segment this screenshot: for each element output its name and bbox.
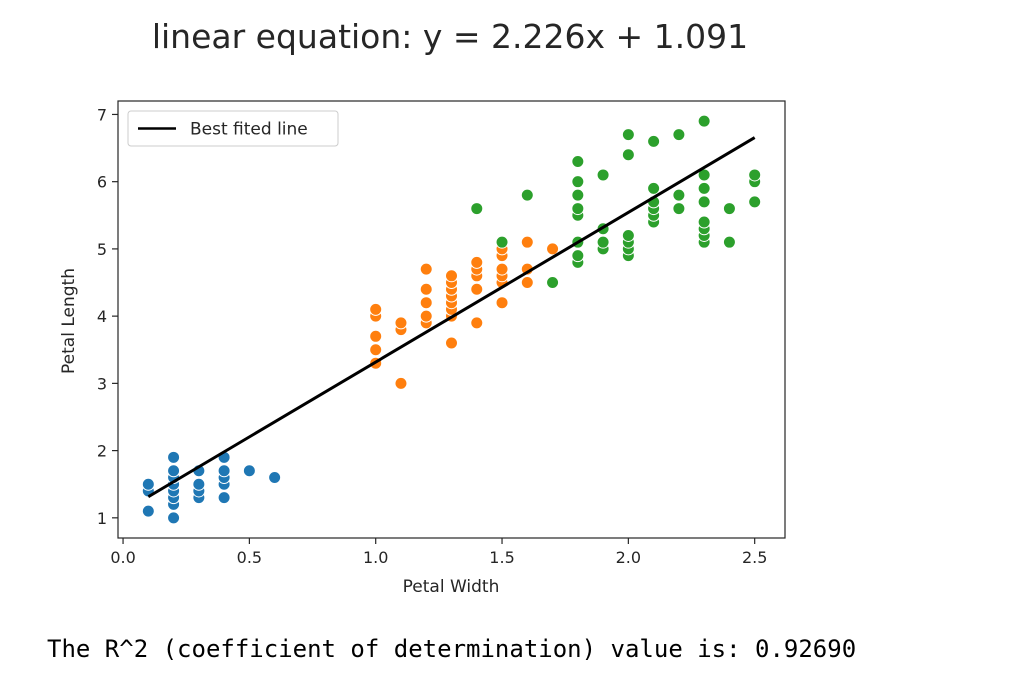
scatter-point-s1-32: [520, 276, 534, 290]
scatter-point-s2-41: [748, 195, 762, 209]
scatter-point-s0-9: [167, 464, 181, 478]
scatter-point-s0-0: [141, 504, 155, 518]
scatter-point-s1-29: [495, 262, 509, 276]
scatter-point-s1-21: [470, 316, 484, 330]
y-tick-label-4: 5: [97, 240, 107, 259]
scatter-point-s0-2: [141, 477, 155, 491]
plot-frame: [117, 100, 786, 539]
legend: Best fited line: [127, 110, 339, 147]
scatter-point-s2-2: [520, 188, 534, 202]
scatter-point-s1-22: [470, 282, 484, 296]
scatter-point-s2-40: [722, 202, 736, 216]
r-squared-output: The R^2 (coefficient of determination) v…: [47, 635, 857, 663]
x-tick-label-5: 2.5: [742, 548, 767, 567]
scatter-point-s1-2: [369, 329, 383, 343]
y-tick-label-2: 3: [97, 374, 107, 393]
scatter-point-s2-35: [697, 195, 711, 209]
x-tick-label-2: 1.0: [363, 548, 388, 567]
y-tick-label-5: 6: [97, 173, 107, 192]
scatter-point-s1-5: [394, 376, 408, 390]
scatter-point-s0-15: [217, 491, 231, 505]
y-axis-label: Petal Length: [59, 268, 79, 374]
points-layer: [141, 114, 762, 525]
scatter-point-s2-34: [697, 215, 711, 229]
scatter-point-s1-4: [369, 302, 383, 316]
y-tick-label-3: 4: [97, 307, 107, 326]
scatter-point-s2-26: [647, 181, 661, 195]
x-axis-label: Petal Width: [403, 577, 500, 597]
scatter-point-s2-9: [571, 188, 585, 202]
scatter-point-s2-30: [672, 128, 686, 142]
scatter-point-s1-10: [419, 296, 433, 310]
scatter-point-s0-20: [242, 464, 256, 478]
scatter-point-s2-1: [495, 235, 509, 249]
best-fit-line: [147, 136, 756, 499]
y-tick-label-0: 1: [97, 509, 107, 528]
scatter-point-s1-9: [419, 309, 433, 323]
x-tick-label-4: 2.0: [616, 548, 641, 567]
x-tick-label-1: 0.5: [237, 548, 262, 567]
scatter-point-s2-19: [621, 228, 635, 242]
scatter-point-s2-39: [722, 235, 736, 249]
scatter-point-s2-13: [596, 235, 610, 249]
scatter-point-s1-7: [394, 316, 408, 330]
scatter-point-s2-11: [571, 155, 585, 169]
axis-ticks: 0.0 0.5 1.0 1.5 2.0 2.5 1 2 3 4 5 6 7: [97, 105, 768, 567]
scatter-point-s1-34: [520, 235, 534, 249]
scatter-point-s0-18: [217, 464, 231, 478]
scatter-point-s0-3: [167, 511, 181, 525]
scatter-point-s2-38: [697, 114, 711, 128]
scatter-point-s1-20: [445, 269, 458, 283]
scatter-point-s1-13: [445, 336, 458, 350]
scatter-point-s1-11: [419, 282, 433, 296]
chart-title: linear equation: y = 2.226x + 1.091: [152, 17, 748, 56]
scatter-point-s0-10: [167, 450, 181, 464]
y-tick-label-1: 2: [97, 442, 107, 461]
scatter-point-s2-28: [672, 202, 686, 216]
legend-entry-best-fit: Best fited line: [190, 120, 308, 140]
scatter-point-s2-10: [571, 175, 585, 189]
scatter-point-s1-35: [546, 242, 560, 256]
scatter-point-s2-0: [470, 202, 484, 216]
y-tick-label-6: 7: [97, 105, 107, 124]
x-tick-label-3: 1.5: [489, 548, 514, 567]
scatter-point-s0-13: [192, 477, 206, 491]
scatter-point-s2-27: [647, 134, 661, 148]
scatter-point-s1-25: [470, 255, 484, 269]
scatter-point-s1-1: [369, 343, 383, 357]
scatter-point-s1-26: [495, 296, 509, 310]
legend-box: [127, 110, 339, 147]
x-tick-label-0: 0.0: [110, 548, 135, 567]
scatter-point-s2-15: [596, 168, 610, 182]
scatter-point-s2-29: [672, 188, 686, 202]
fit-line-layer: [147, 136, 756, 499]
scatter-point-s2-36: [697, 181, 711, 195]
scatter-point-s1-12: [419, 262, 433, 276]
scatter-point-s2-5: [571, 249, 585, 263]
scatter-point-s2-20: [621, 148, 635, 162]
scatter-point-s0-21: [268, 470, 282, 484]
scatter-point-s2-21: [621, 128, 635, 142]
scatter-point-s2-43: [748, 168, 762, 182]
scatter-point-s2-3: [546, 276, 560, 290]
scatter-point-s2-8: [571, 202, 585, 216]
